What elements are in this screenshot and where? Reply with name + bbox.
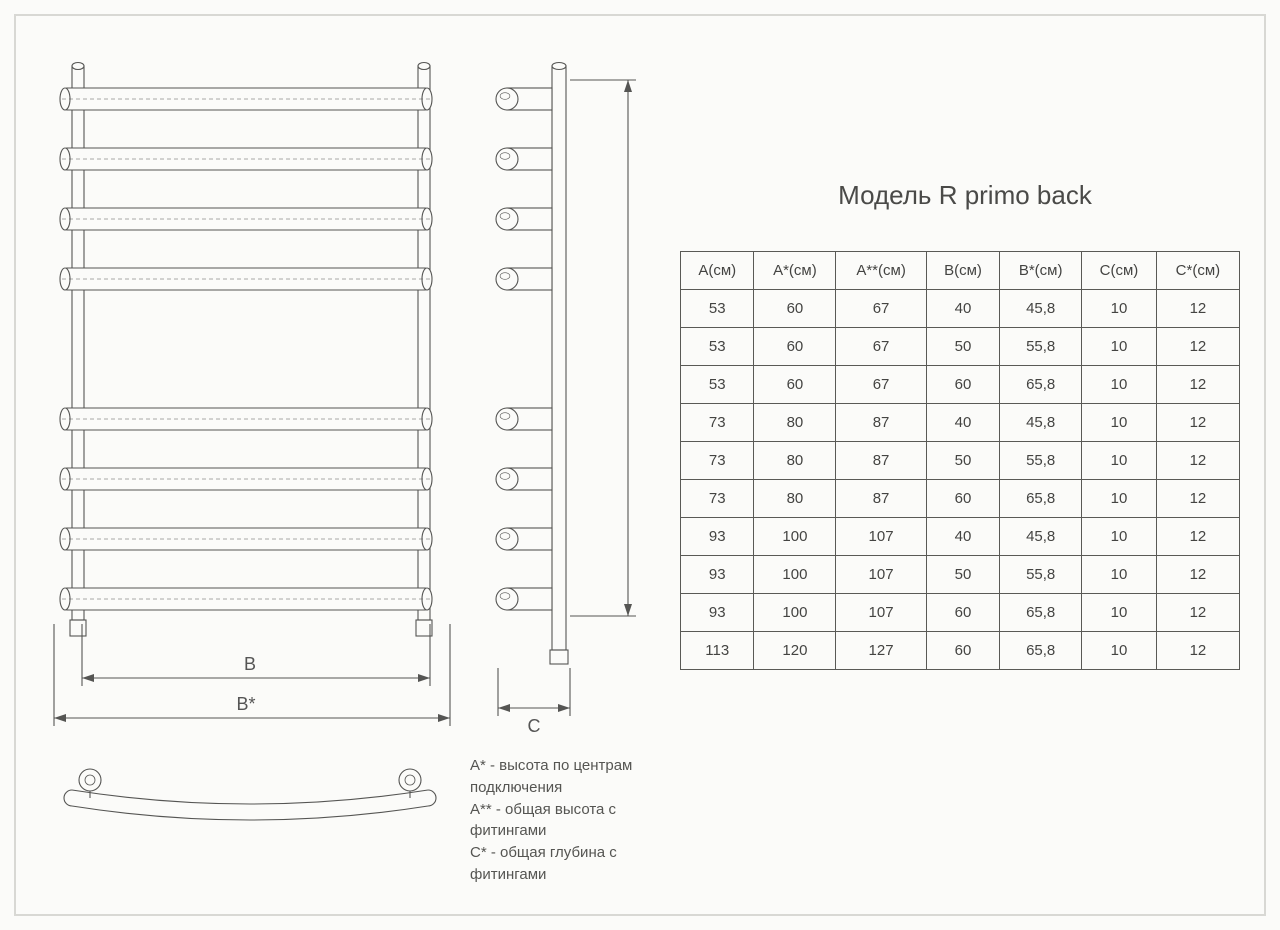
table-cell: 100 bbox=[754, 594, 836, 632]
table-cell: 12 bbox=[1156, 328, 1239, 366]
table-cell: 87 bbox=[836, 404, 926, 442]
table-cell: 12 bbox=[1156, 290, 1239, 328]
legend-a-star: A* - высота по центрам подключения bbox=[470, 755, 670, 799]
table-cell: 67 bbox=[836, 366, 926, 404]
table-cell: 113 bbox=[681, 632, 754, 670]
table-cell: 60 bbox=[926, 632, 999, 670]
table-cell: 12 bbox=[1156, 480, 1239, 518]
table-cell: 73 bbox=[681, 480, 754, 518]
table-row: 931001075055,81012 bbox=[681, 556, 1240, 594]
table-cell: 60 bbox=[926, 366, 999, 404]
table-cell: 10 bbox=[1082, 366, 1157, 404]
table-cell: 10 bbox=[1082, 328, 1157, 366]
spec-panel: Модель R primo back A(см)A*(см)A**(см)B(… bbox=[680, 180, 1250, 670]
table-cell: 67 bbox=[836, 290, 926, 328]
table-row: 5360674045,81012 bbox=[681, 290, 1240, 328]
table-cell: 55,8 bbox=[1000, 442, 1082, 480]
table-row: 5360676065,81012 bbox=[681, 366, 1240, 404]
table-cell: 60 bbox=[754, 366, 836, 404]
table-cell: 10 bbox=[1082, 556, 1157, 594]
table-cell: 50 bbox=[926, 442, 999, 480]
table-cell: 87 bbox=[836, 480, 926, 518]
table-cell: 45,8 bbox=[1000, 290, 1082, 328]
table-cell: 53 bbox=[681, 366, 754, 404]
table-cell: 107 bbox=[836, 518, 926, 556]
table-cell: 12 bbox=[1156, 632, 1239, 670]
table-cell: 67 bbox=[836, 328, 926, 366]
table-cell: 60 bbox=[754, 328, 836, 366]
table-header-row: A(см)A*(см)A**(см)B(см)B*(см)C(см)C*(см) bbox=[681, 252, 1240, 290]
table-cell: 12 bbox=[1156, 366, 1239, 404]
table-cell: 10 bbox=[1082, 404, 1157, 442]
table-cell: 40 bbox=[926, 404, 999, 442]
legend: A* - высота по центрам подключения A** -… bbox=[470, 755, 670, 886]
table-cell: 12 bbox=[1156, 518, 1239, 556]
table-cell: 40 bbox=[926, 518, 999, 556]
table-cell: 127 bbox=[836, 632, 926, 670]
table-cell: 53 bbox=[681, 328, 754, 366]
table-cell: 12 bbox=[1156, 594, 1239, 632]
table-cell: 65,8 bbox=[1000, 632, 1082, 670]
table-col-header: B(см) bbox=[926, 252, 999, 290]
table-cell: 65,8 bbox=[1000, 594, 1082, 632]
table-cell: 45,8 bbox=[1000, 518, 1082, 556]
table-cell: 120 bbox=[754, 632, 836, 670]
table-row: 7380874045,81012 bbox=[681, 404, 1240, 442]
table-cell: 50 bbox=[926, 556, 999, 594]
svg-text:B: B bbox=[244, 654, 256, 674]
table-col-header: A(см) bbox=[681, 252, 754, 290]
table-cell: 93 bbox=[681, 594, 754, 632]
table-col-header: C*(см) bbox=[1156, 252, 1239, 290]
table-cell: 80 bbox=[754, 442, 836, 480]
table-row: 931001076065,81012 bbox=[681, 594, 1240, 632]
table-cell: 55,8 bbox=[1000, 556, 1082, 594]
table-cell: 53 bbox=[681, 290, 754, 328]
table-cell: 80 bbox=[754, 404, 836, 442]
table-cell: 10 bbox=[1082, 480, 1157, 518]
svg-text:C: C bbox=[528, 716, 541, 736]
table-cell: 65,8 bbox=[1000, 480, 1082, 518]
table-row: 931001074045,81012 bbox=[681, 518, 1240, 556]
table-cell: 10 bbox=[1082, 594, 1157, 632]
table-cell: 100 bbox=[754, 518, 836, 556]
table-col-header: C(см) bbox=[1082, 252, 1157, 290]
table-cell: 73 bbox=[681, 442, 754, 480]
table-cell: 10 bbox=[1082, 290, 1157, 328]
table-cell: 12 bbox=[1156, 442, 1239, 480]
table-cell: 87 bbox=[836, 442, 926, 480]
table-row: 7380876065,81012 bbox=[681, 480, 1240, 518]
table-row: 5360675055,81012 bbox=[681, 328, 1240, 366]
table-cell: 60 bbox=[926, 594, 999, 632]
table-cell: 60 bbox=[926, 480, 999, 518]
table-cell: 10 bbox=[1082, 442, 1157, 480]
model-title: Модель R primo back bbox=[680, 180, 1250, 211]
table-cell: 73 bbox=[681, 404, 754, 442]
table-cell: 10 bbox=[1082, 632, 1157, 670]
spec-table: A(см)A*(см)A**(см)B(см)B*(см)C(см)C*(см)… bbox=[680, 251, 1240, 670]
table-cell: 40 bbox=[926, 290, 999, 328]
table-cell: 50 bbox=[926, 328, 999, 366]
legend-a-dstar: A** - общая высота с фитингами bbox=[470, 799, 670, 843]
table-cell: 100 bbox=[754, 556, 836, 594]
table-col-header: A**(см) bbox=[836, 252, 926, 290]
table-cell: 10 bbox=[1082, 518, 1157, 556]
table-cell: 12 bbox=[1156, 556, 1239, 594]
svg-text:B*: B* bbox=[236, 694, 255, 714]
table-cell: 80 bbox=[754, 480, 836, 518]
table-cell: 93 bbox=[681, 518, 754, 556]
table-cell: 60 bbox=[754, 290, 836, 328]
table-col-header: B*(см) bbox=[1000, 252, 1082, 290]
table-cell: 93 bbox=[681, 556, 754, 594]
table-cell: 12 bbox=[1156, 404, 1239, 442]
table-cell: 65,8 bbox=[1000, 366, 1082, 404]
table-cell: 107 bbox=[836, 594, 926, 632]
table-col-header: A*(см) bbox=[754, 252, 836, 290]
table-row: 7380875055,81012 bbox=[681, 442, 1240, 480]
table-row: 1131201276065,81012 bbox=[681, 632, 1240, 670]
table-cell: 55,8 bbox=[1000, 328, 1082, 366]
table-cell: 45,8 bbox=[1000, 404, 1082, 442]
legend-c-star: C* - общая глубина с фитингами bbox=[470, 842, 670, 886]
table-cell: 107 bbox=[836, 556, 926, 594]
